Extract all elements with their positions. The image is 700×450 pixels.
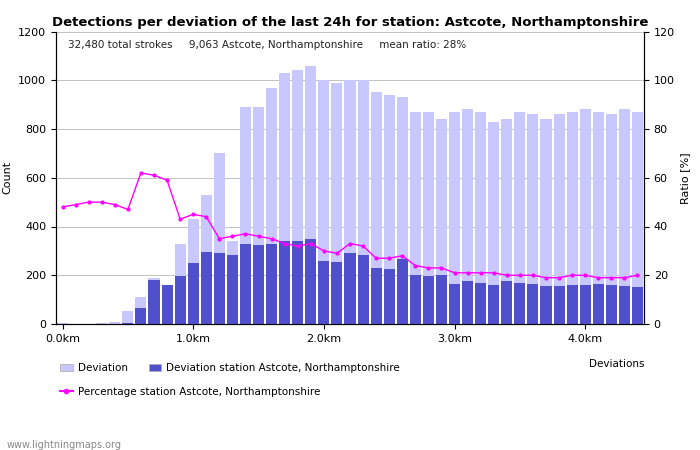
- Bar: [292, 71, 303, 324]
- Bar: [174, 276, 186, 324]
- Bar: [122, 323, 134, 324]
- Bar: [410, 112, 421, 324]
- Bar: [96, 323, 107, 324]
- Bar: [501, 281, 512, 324]
- Bar: [344, 80, 356, 324]
- Bar: [162, 285, 173, 324]
- Bar: [148, 280, 160, 324]
- Bar: [632, 288, 643, 324]
- Title: Detections per deviation of the last 24h for station: Astcote, Northamptonshire: Detections per deviation of the last 24h…: [52, 16, 648, 29]
- Bar: [370, 268, 382, 324]
- Bar: [201, 252, 212, 324]
- Bar: [397, 97, 408, 324]
- Bar: [632, 112, 643, 324]
- Bar: [384, 95, 395, 324]
- Bar: [135, 297, 146, 324]
- Bar: [488, 122, 499, 324]
- Bar: [580, 109, 591, 324]
- Bar: [135, 308, 146, 324]
- Bar: [227, 241, 238, 324]
- Bar: [619, 109, 630, 324]
- Bar: [501, 119, 512, 324]
- Bar: [423, 276, 434, 324]
- Y-axis label: Ratio [%]: Ratio [%]: [680, 152, 690, 203]
- Bar: [279, 73, 290, 324]
- Bar: [57, 323, 68, 324]
- Bar: [436, 119, 447, 324]
- Bar: [384, 269, 395, 324]
- Bar: [201, 195, 212, 324]
- Text: www.lightningmaps.org: www.lightningmaps.org: [7, 440, 122, 450]
- Bar: [554, 286, 565, 324]
- Bar: [449, 112, 460, 324]
- Bar: [514, 112, 526, 324]
- Bar: [358, 255, 369, 324]
- Bar: [214, 253, 225, 324]
- Bar: [227, 255, 238, 324]
- Y-axis label: Count: Count: [3, 161, 13, 194]
- Bar: [318, 261, 330, 324]
- Bar: [331, 262, 342, 324]
- Text: Deviations: Deviations: [589, 359, 644, 369]
- Bar: [214, 153, 225, 324]
- Bar: [410, 275, 421, 324]
- Bar: [344, 253, 356, 324]
- Bar: [540, 119, 552, 324]
- Legend: Percentage station Astcote, Northamptonshire: Percentage station Astcote, Northamptons…: [56, 382, 324, 401]
- Bar: [188, 263, 199, 324]
- Bar: [514, 283, 526, 324]
- Bar: [305, 238, 316, 324]
- Bar: [266, 88, 277, 324]
- Bar: [462, 281, 473, 324]
- Bar: [331, 83, 342, 324]
- Bar: [619, 286, 630, 324]
- Bar: [240, 243, 251, 324]
- Bar: [593, 112, 604, 324]
- Bar: [305, 66, 316, 324]
- Bar: [253, 107, 264, 324]
- Bar: [397, 259, 408, 324]
- Bar: [292, 241, 303, 324]
- Bar: [475, 283, 486, 324]
- Bar: [527, 114, 538, 324]
- Bar: [318, 80, 330, 324]
- Bar: [370, 92, 382, 324]
- Bar: [462, 109, 473, 324]
- Bar: [358, 80, 369, 324]
- Text: 32,480 total strokes     9,063 Astcote, Northamptonshire     mean ratio: 28%: 32,480 total strokes 9,063 Astcote, Nort…: [68, 40, 466, 50]
- Bar: [488, 285, 499, 324]
- Bar: [436, 275, 447, 324]
- Bar: [188, 219, 199, 324]
- Bar: [162, 285, 173, 324]
- Bar: [253, 245, 264, 324]
- Bar: [475, 112, 486, 324]
- Bar: [449, 284, 460, 324]
- Bar: [148, 278, 160, 324]
- Bar: [566, 285, 578, 324]
- Bar: [122, 310, 134, 324]
- Bar: [554, 114, 565, 324]
- Bar: [527, 284, 538, 324]
- Bar: [606, 285, 617, 324]
- Bar: [566, 112, 578, 324]
- Bar: [580, 285, 591, 324]
- Bar: [240, 107, 251, 324]
- Bar: [606, 114, 617, 324]
- Bar: [266, 243, 277, 324]
- Bar: [540, 286, 552, 324]
- Bar: [109, 322, 120, 324]
- Bar: [174, 243, 186, 324]
- Bar: [593, 284, 604, 324]
- Bar: [423, 112, 434, 324]
- Bar: [279, 241, 290, 324]
